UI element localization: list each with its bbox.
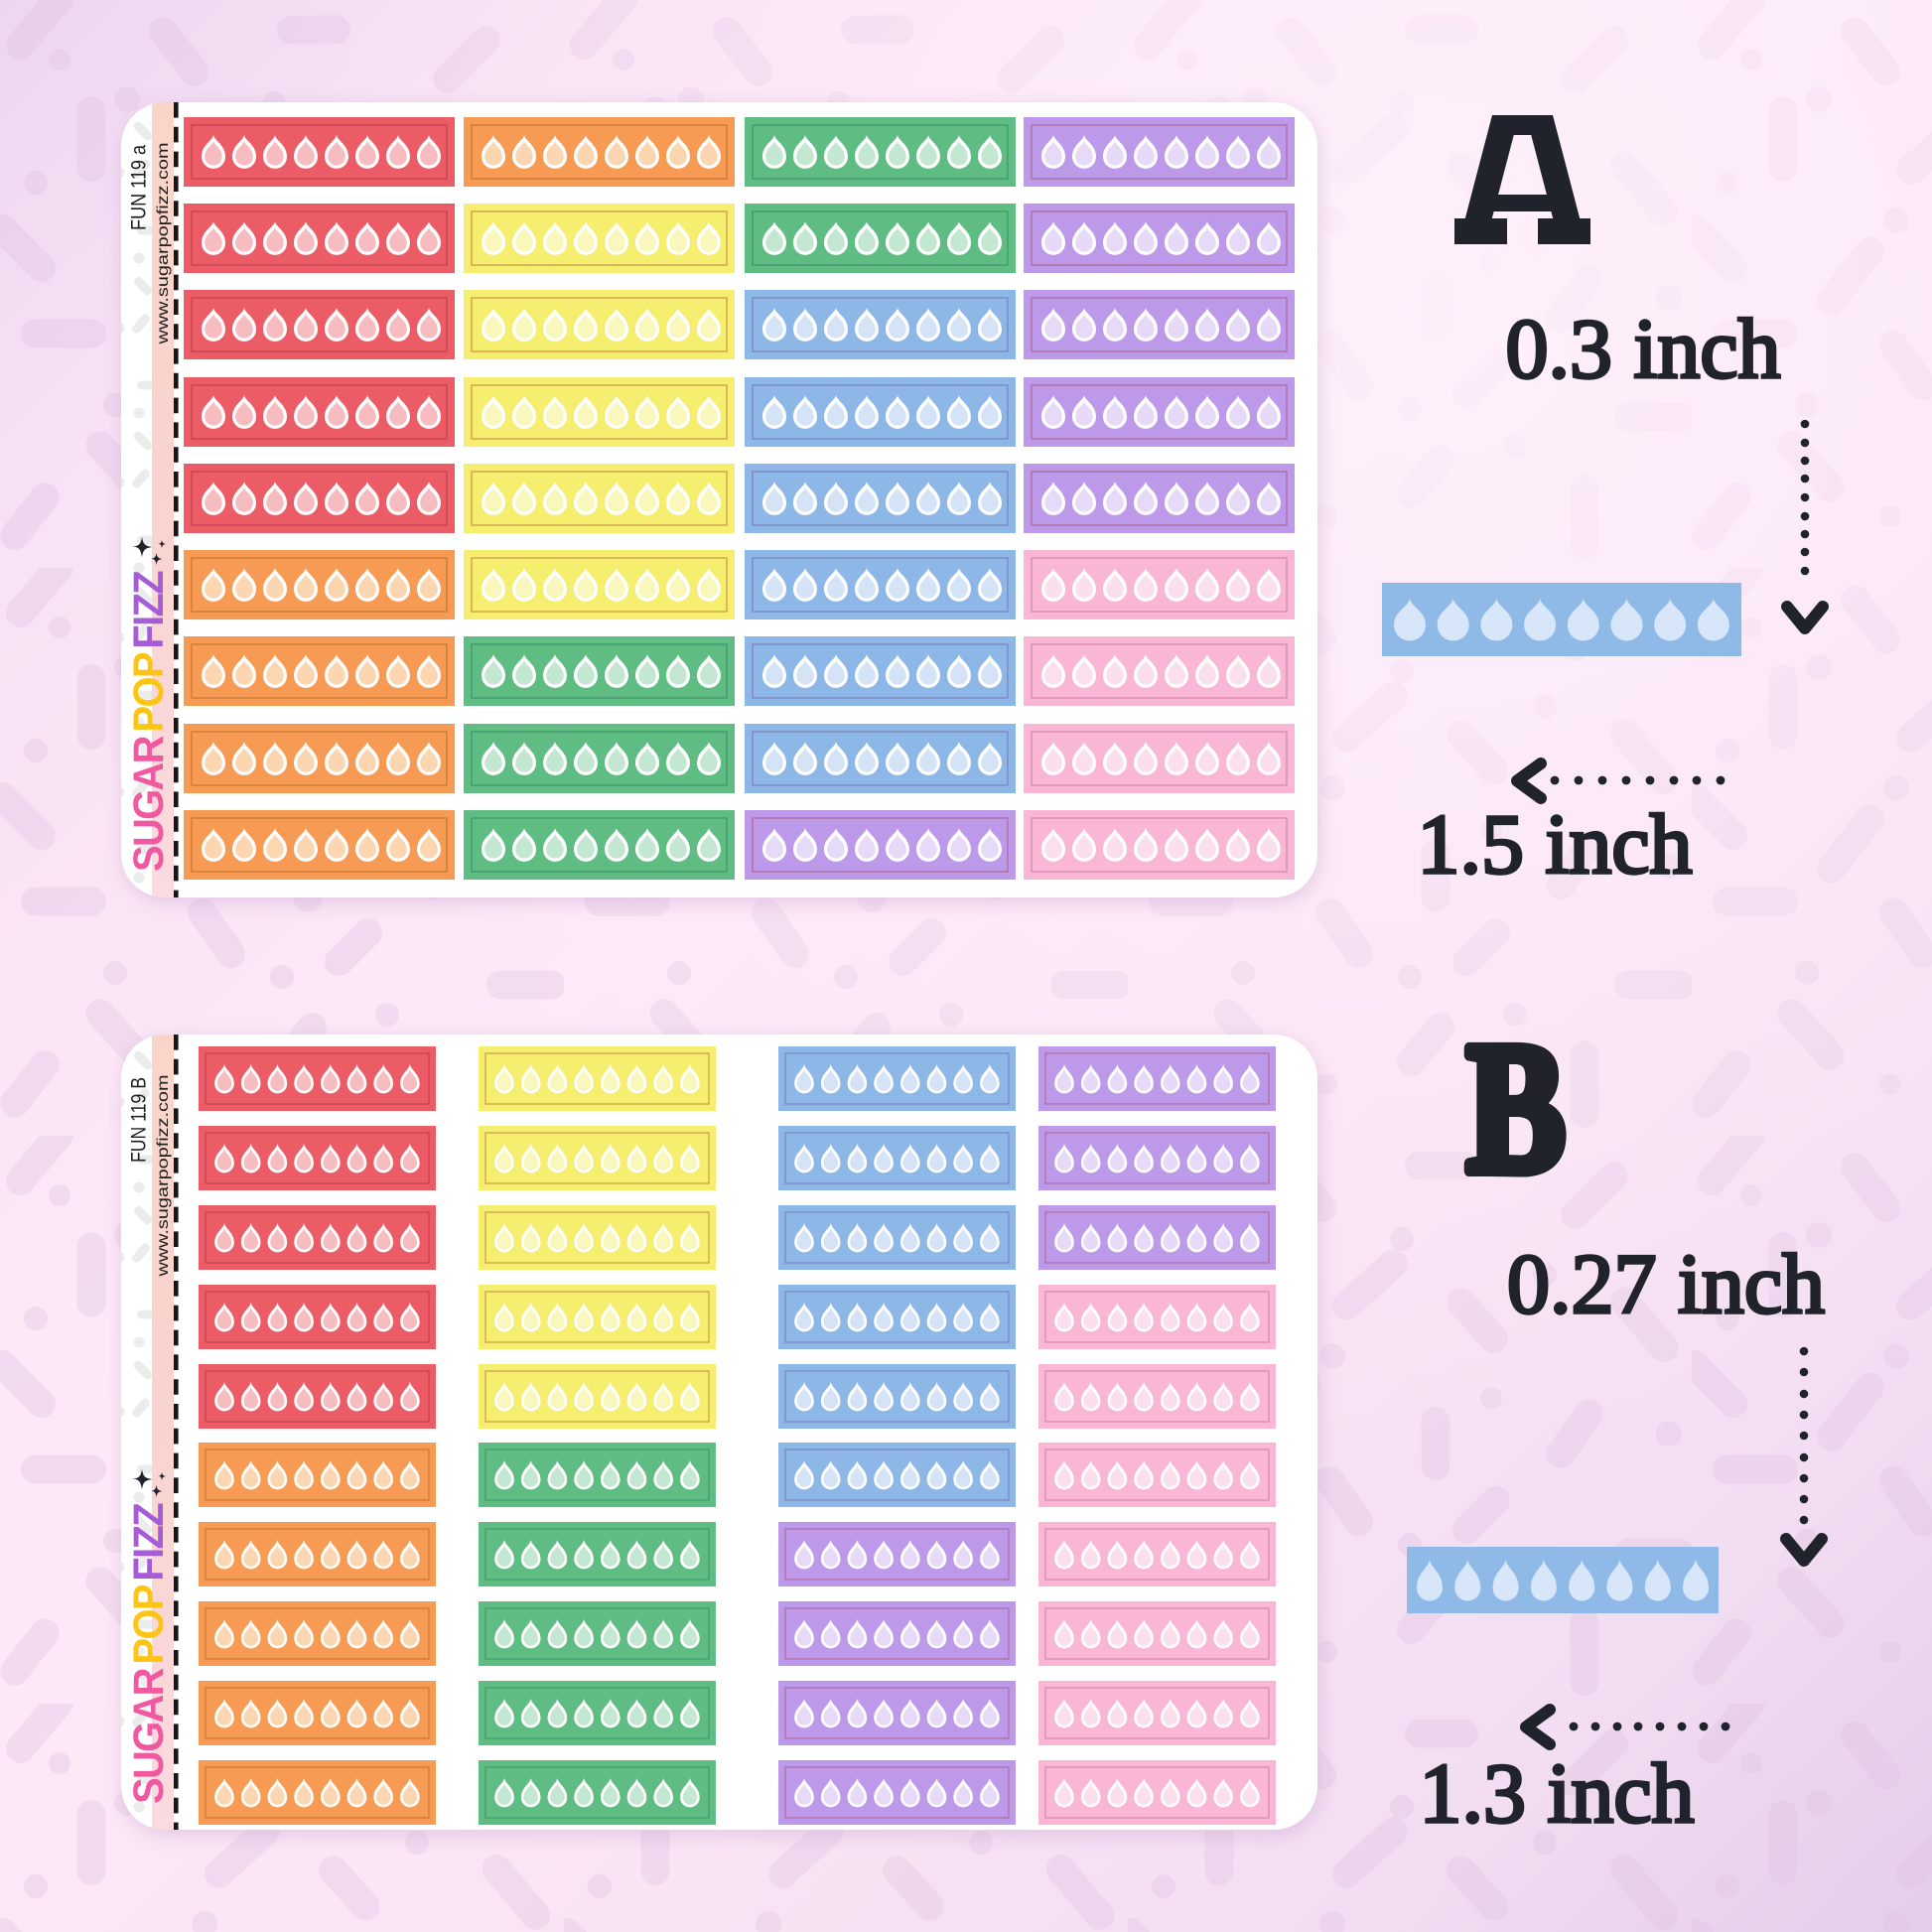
svg-text:FUN 119 a: FUN 119 a — [128, 145, 151, 230]
svg-text:SUGARPOPFIZZ: SUGARPOPFIZZ — [125, 1503, 173, 1804]
svg-text:FUN 119 B: FUN 119 B — [128, 1077, 151, 1163]
svg-text:0.27 inch: 0.27 inch — [1507, 1236, 1825, 1331]
svg-text:1.5 inch: 1.5 inch — [1417, 796, 1692, 892]
svg-text:SUGARPOPFIZZ: SUGARPOPFIZZ — [125, 571, 173, 872]
svg-text:www.sugarpopfizz.com: www.sugarpopfizz.com — [155, 143, 172, 345]
svg-text:www.sugarpopfizz.com: www.sugarpopfizz.com — [155, 1075, 172, 1278]
svg-text:B: B — [1466, 1004, 1566, 1211]
svg-text:1.3 inch: 1.3 inch — [1419, 1745, 1694, 1841]
svg-text:0.3 inch: 0.3 inch — [1505, 301, 1780, 396]
